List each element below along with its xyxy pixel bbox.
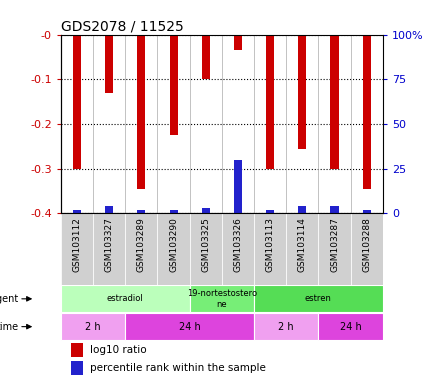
Bar — [330, 206, 338, 214]
Bar — [137, 210, 145, 214]
Bar — [266, 35, 273, 169]
Bar — [105, 35, 113, 93]
FancyBboxPatch shape — [253, 313, 318, 340]
Text: agent: agent — [0, 294, 19, 304]
Text: GSM103290: GSM103290 — [169, 217, 178, 272]
FancyBboxPatch shape — [318, 313, 382, 340]
Bar — [201, 208, 209, 214]
Bar — [70, 343, 83, 357]
FancyBboxPatch shape — [61, 285, 189, 312]
Text: GSM103114: GSM103114 — [297, 217, 306, 272]
Text: 24 h: 24 h — [178, 322, 200, 332]
Text: 2 h: 2 h — [85, 322, 101, 332]
Bar — [169, 35, 177, 135]
Text: 19-nortestostero
ne: 19-nortestostero ne — [186, 289, 256, 308]
Text: log10 ratio: log10 ratio — [90, 345, 146, 355]
Text: GSM103289: GSM103289 — [137, 217, 145, 272]
Text: GSM103113: GSM103113 — [265, 217, 274, 272]
FancyBboxPatch shape — [253, 214, 286, 285]
Text: GSM103325: GSM103325 — [201, 217, 210, 272]
Text: GSM103287: GSM103287 — [329, 217, 338, 272]
Bar — [362, 210, 370, 214]
FancyBboxPatch shape — [125, 214, 157, 285]
FancyBboxPatch shape — [157, 214, 189, 285]
Bar — [233, 35, 241, 50]
Text: percentile rank within the sample: percentile rank within the sample — [90, 363, 265, 373]
Text: GSM103326: GSM103326 — [233, 217, 242, 272]
FancyBboxPatch shape — [61, 214, 93, 285]
Bar — [105, 206, 113, 214]
FancyBboxPatch shape — [350, 214, 382, 285]
FancyBboxPatch shape — [318, 214, 350, 285]
Text: 24 h: 24 h — [339, 322, 361, 332]
Bar — [70, 361, 83, 374]
FancyBboxPatch shape — [286, 214, 318, 285]
Bar — [73, 210, 81, 214]
FancyBboxPatch shape — [221, 214, 253, 285]
Text: time: time — [0, 322, 19, 332]
Text: estradiol: estradiol — [107, 294, 143, 303]
Text: estren: estren — [304, 294, 331, 303]
Text: GDS2078 / 11525: GDS2078 / 11525 — [61, 20, 183, 33]
FancyBboxPatch shape — [253, 285, 382, 312]
Text: 2 h: 2 h — [278, 322, 293, 332]
FancyBboxPatch shape — [189, 214, 221, 285]
Bar — [298, 35, 306, 149]
Bar — [73, 35, 81, 169]
Bar — [362, 35, 370, 189]
Bar — [137, 35, 145, 189]
Bar — [233, 160, 241, 214]
Bar — [169, 210, 177, 214]
Bar — [201, 35, 209, 79]
FancyBboxPatch shape — [189, 285, 253, 312]
FancyBboxPatch shape — [61, 313, 125, 340]
Bar — [298, 206, 306, 214]
Bar — [330, 35, 338, 169]
Bar — [266, 210, 273, 214]
FancyBboxPatch shape — [125, 313, 253, 340]
Text: GSM103112: GSM103112 — [72, 217, 81, 272]
FancyBboxPatch shape — [93, 214, 125, 285]
Text: GSM103288: GSM103288 — [362, 217, 370, 272]
Text: GSM103327: GSM103327 — [105, 217, 113, 272]
